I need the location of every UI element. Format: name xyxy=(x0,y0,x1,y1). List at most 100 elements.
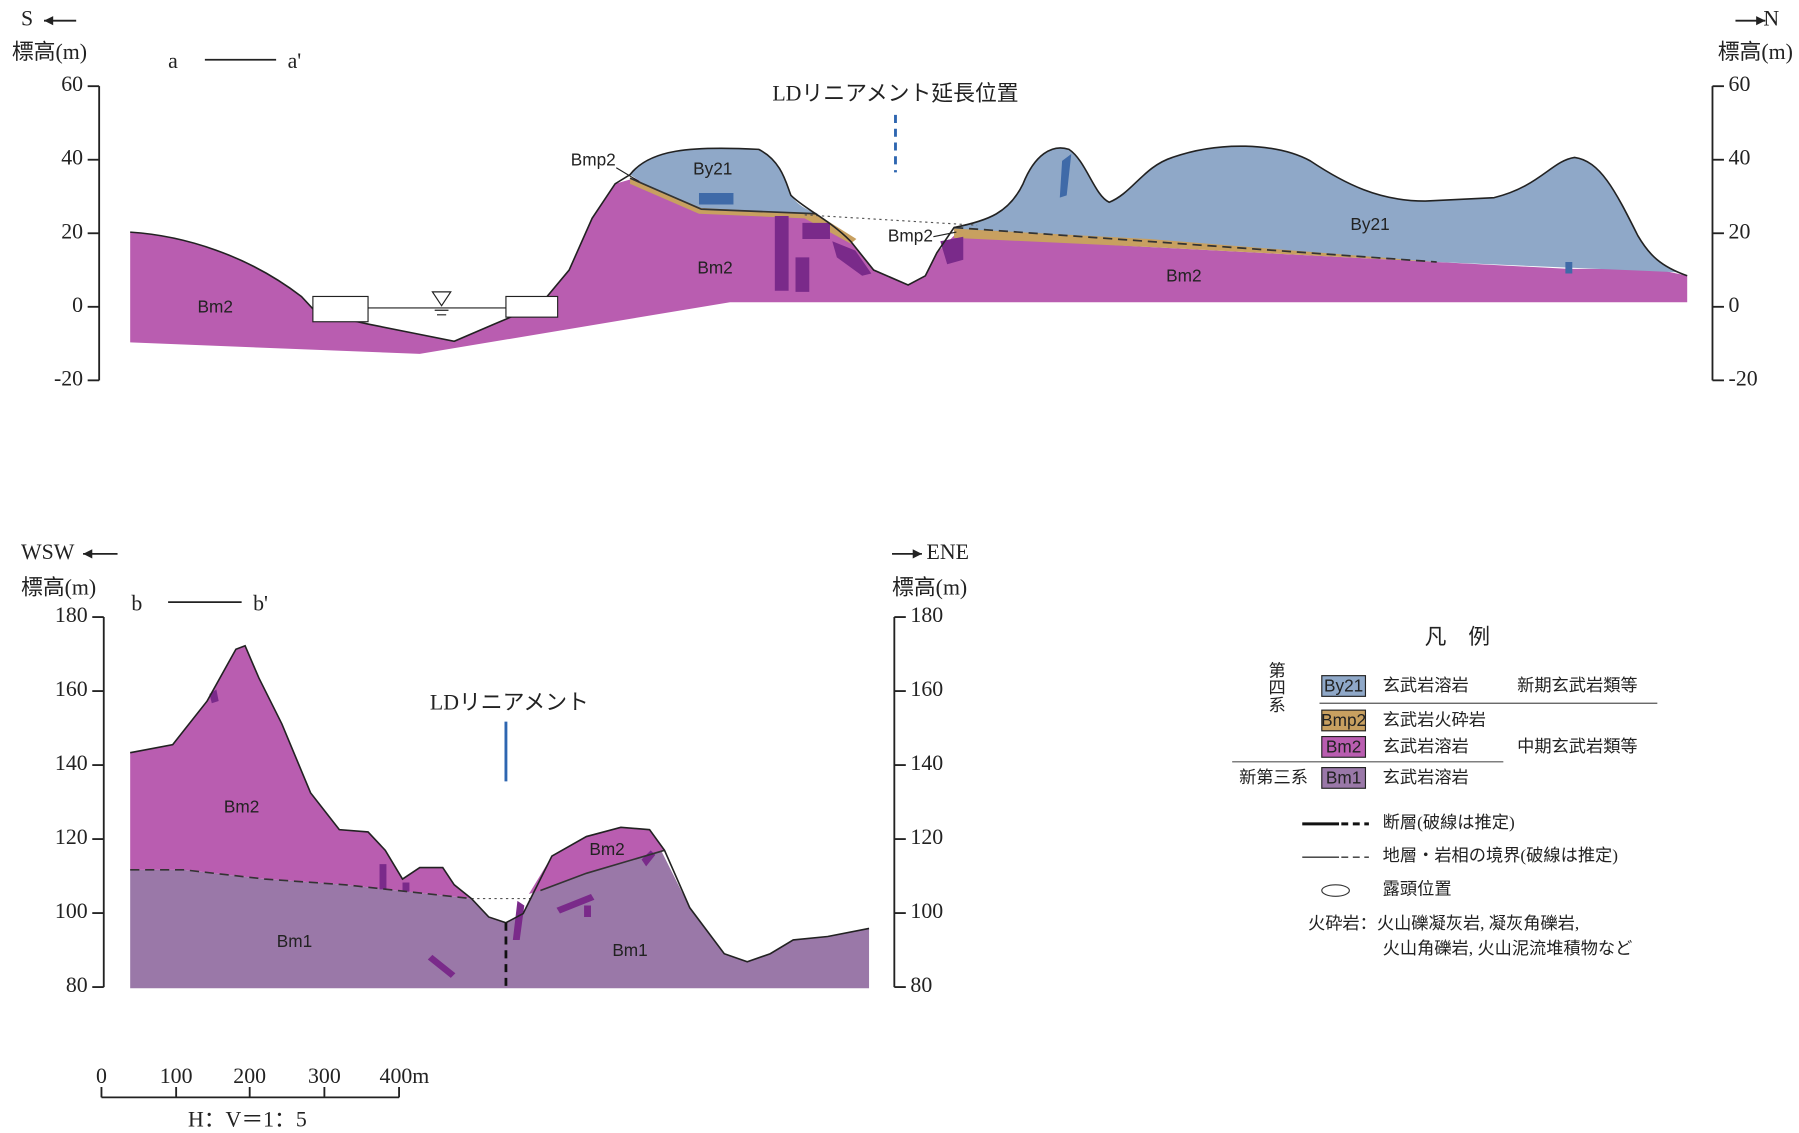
unit-label: Bm2 xyxy=(697,257,732,277)
tick-label: 60 xyxy=(61,72,83,96)
unit-label: By21 xyxy=(693,159,732,179)
legend-group: 新期玄武岩類等 xyxy=(1517,676,1638,695)
boundary-line xyxy=(629,177,817,215)
legend-swatch xyxy=(1321,767,1367,789)
channel xyxy=(312,295,369,323)
scale-label: 0 xyxy=(96,1064,107,1088)
tick-label: 100 xyxy=(55,899,88,923)
leader xyxy=(933,231,957,238)
tick-label: 0 xyxy=(72,293,83,317)
era-label: 新第三系 xyxy=(1239,768,1308,787)
axis-label: 標高(m) xyxy=(12,40,87,64)
tick-label: 140 xyxy=(910,751,943,775)
tick-label: 20 xyxy=(61,219,83,243)
legend-rock: 玄武岩溶岩 xyxy=(1383,676,1469,695)
tick-label: 120 xyxy=(55,825,88,849)
lineament-label: LDリニアメント延長位置 xyxy=(772,81,1018,105)
legend-rock: 玄武岩溶岩 xyxy=(1383,768,1469,787)
section-line-label: a xyxy=(168,49,178,73)
tick-label: 0 xyxy=(1729,293,1740,317)
legend-note: 火山角礫岩, 火山泥流堆積物など xyxy=(1383,939,1633,958)
unit-label: Bm1 xyxy=(612,940,647,960)
legend: 凡 例 第四系 新第三系 By21 Bmp2 Bm2 Bm1 玄武岩溶岩 玄武岩… xyxy=(1232,625,1658,958)
section-b: WSW ENE 標高(m) 標高(m) b b' LDリニアメント Bm2 Bm… xyxy=(21,540,969,991)
tick-label: 40 xyxy=(1729,146,1751,170)
axis-label: 標高(m) xyxy=(1718,40,1793,64)
legend-rock: 玄武岩火砕岩 xyxy=(1383,711,1486,730)
scale-label: 100 xyxy=(160,1064,193,1088)
axis-label: 標高(m) xyxy=(892,575,967,599)
arrow-head xyxy=(44,16,54,26)
boundary-line xyxy=(130,869,472,900)
direction-label: N xyxy=(1763,7,1779,31)
tick-label: 20 xyxy=(1729,219,1751,243)
water-symbol xyxy=(431,291,452,316)
legend-swatch xyxy=(1321,709,1367,732)
ground-surface xyxy=(130,644,870,963)
section-a: S N 標高(m) 標高(m) a a' LDリニアメント延長位置 Bm2 Bm… xyxy=(12,7,1793,354)
arrow-head xyxy=(912,549,922,559)
scale-ratio: H：V＝1：5 xyxy=(188,1108,307,1132)
unit-bm1 xyxy=(130,850,870,989)
lineament-label: LDリニアメント xyxy=(430,690,589,714)
scale-label: 200 xyxy=(233,1064,266,1088)
tick-label: 80 xyxy=(910,973,932,997)
legend-group: 中期玄武岩類等 xyxy=(1517,737,1638,756)
legend-outcrop xyxy=(1321,884,1350,897)
tick-label: 140 xyxy=(55,751,88,775)
tick-label: -20 xyxy=(54,366,83,390)
direction-label: ENE xyxy=(927,540,969,564)
arrow-head xyxy=(83,549,93,559)
legend-title: 凡 例 xyxy=(1425,625,1491,649)
tick-label: -20 xyxy=(1729,366,1758,390)
tick-label: 180 xyxy=(55,603,88,627)
ground-surface xyxy=(130,145,1688,343)
unit-label: Bmp2 xyxy=(571,149,616,169)
legend-line-label: 露頭位置 xyxy=(1383,879,1452,898)
legend-code: Bm1 xyxy=(1326,768,1361,788)
unit-label: Bm2 xyxy=(198,297,233,317)
legend-code: Bm2 xyxy=(1326,737,1361,757)
legend-line-label: 地層・岩相の境界(破線は推定) xyxy=(1383,846,1618,865)
scale-tick xyxy=(100,1087,400,1098)
boundary-line xyxy=(954,226,1437,263)
unit-label: Bm2 xyxy=(589,839,624,859)
era-label: 第四系 xyxy=(1266,661,1286,713)
legend-swatch xyxy=(1321,735,1367,758)
unit-label: Bm2 xyxy=(1166,265,1201,285)
arrow-head xyxy=(1756,16,1766,26)
legend-note: 火砕岩：火山礫凝灰岩, 凝灰角礫岩, xyxy=(1308,914,1579,933)
tick-label: 60 xyxy=(1729,72,1751,96)
legend-line-label: 断層(破線は推定) xyxy=(1383,813,1515,832)
unit-bm2 xyxy=(130,178,1688,354)
scale-bar: 0 100 200 300 400m H：V＝1：5 xyxy=(96,1064,429,1132)
tick-label: 100 xyxy=(910,899,943,923)
axis-label: 標高(m) xyxy=(21,575,96,599)
unit-by21 xyxy=(630,148,819,214)
leader xyxy=(615,167,640,183)
legend-rock: 玄武岩溶岩 xyxy=(1383,737,1469,756)
tick-label: 120 xyxy=(910,825,943,849)
tick-label: 180 xyxy=(910,603,943,627)
direction-label: WSW xyxy=(21,540,75,564)
legend-code: By21 xyxy=(1324,676,1363,696)
boundary-line xyxy=(540,849,665,892)
unit-bm2 xyxy=(528,827,665,894)
tick-label: 80 xyxy=(66,973,88,997)
unit-label: Bm2 xyxy=(224,796,259,816)
legend-code: Bmp2 xyxy=(1321,710,1366,730)
unit-bm2 xyxy=(130,645,472,899)
scale-label: 300 xyxy=(308,1064,341,1088)
unit-label: Bmp2 xyxy=(888,225,933,245)
tick-label: 40 xyxy=(61,146,83,170)
unit-label: Bm1 xyxy=(277,931,312,951)
unit-bm1-body xyxy=(774,216,964,292)
direction-label: S xyxy=(21,7,33,31)
inferred-surface xyxy=(804,214,978,226)
tick-label: 160 xyxy=(910,677,943,701)
legend-swatch xyxy=(1321,675,1367,697)
unit-label: By21 xyxy=(1350,214,1389,234)
scale-label: 400m xyxy=(380,1064,430,1088)
tick-label: 160 xyxy=(55,677,88,701)
